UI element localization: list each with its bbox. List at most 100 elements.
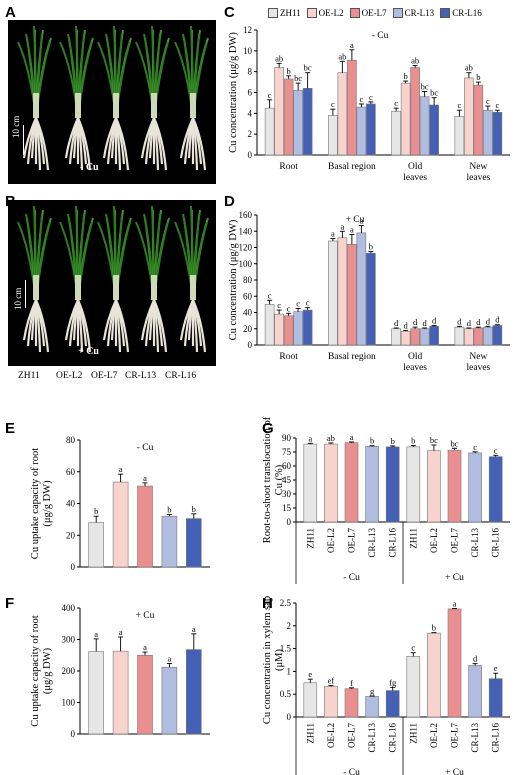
x-category-label: New (469, 162, 487, 172)
y-axis-label: Cu concentration (μg/g DW) (228, 32, 239, 153)
significance-letter: a (192, 624, 196, 634)
y-tick-label: 40 (66, 499, 76, 509)
x-category-label: leaves (467, 173, 491, 183)
chart-panel-g: 0 15 30 45 60 75 90 Root-to-shoot translocation… (262, 416, 510, 584)
bar (492, 111, 503, 156)
significance-letter: d (404, 320, 409, 330)
bar (429, 104, 439, 156)
x-category-label: CR-L16 (491, 723, 501, 753)
bar (447, 449, 462, 523)
bar (283, 78, 294, 156)
group-label: - Cu (343, 573, 360, 583)
x-category-label: ZH11 (408, 528, 418, 549)
bar (385, 446, 400, 523)
y-tick-label: 30 (282, 489, 292, 499)
significance-letter: d (394, 318, 399, 328)
rice-seedling (135, 25, 170, 171)
legend-label: CR-L16 (452, 8, 482, 18)
rice-root (191, 299, 207, 353)
significance-letter: d (457, 316, 462, 326)
significance-letter: c (369, 92, 373, 102)
bar (344, 442, 359, 523)
bar (406, 446, 421, 523)
y-tick-label: 0 (287, 517, 292, 527)
bar (464, 328, 474, 346)
bar (161, 666, 178, 735)
bar (454, 326, 465, 346)
y-axis-label: Cu (%) (274, 464, 285, 495)
bar (302, 88, 313, 156)
treatment-label: - Cu (80, 162, 99, 173)
y-tick-label: 0 (71, 729, 76, 739)
y-axis-label: Cu concentration in xylem sap (262, 596, 273, 724)
bar (447, 608, 462, 718)
y-tick-label: 60 (282, 461, 292, 471)
rice-stem (33, 275, 39, 300)
chart-legend: ZH11 OE-L2 OE-L7 CR-L13 CR-L16 (268, 8, 482, 18)
rice-seedling (59, 25, 94, 171)
rice-root (152, 299, 168, 353)
panel-letter-c: C (224, 4, 235, 21)
legend-swatch (306, 8, 317, 18)
y-tick-label: 90 (282, 433, 292, 443)
y-tick-label: 0 (248, 150, 253, 160)
y-tick-label: 300 (62, 635, 76, 645)
significance-letter: a (143, 473, 147, 483)
bar (419, 328, 430, 346)
rice-stem (190, 275, 196, 300)
y-tick-label: 4 (248, 108, 253, 118)
panel-letter-g: G (262, 420, 274, 437)
photo-panel-b: 10 cm + Cu (8, 200, 216, 366)
x-category-label: New (469, 352, 487, 362)
bar (112, 650, 129, 735)
significance-letter: b (476, 72, 480, 82)
y-tick-label: 0 (248, 340, 253, 350)
y-axis-label: Root-to-shoot translocation of (262, 416, 273, 543)
bar (186, 518, 202, 568)
bar (303, 682, 318, 718)
significance-letter: ab (411, 55, 419, 65)
rice-stem (75, 275, 81, 300)
photo-panel-a: 10 cm - Cu (8, 20, 216, 184)
significance-letter: a (143, 642, 147, 652)
panel-letter-a: A (5, 4, 16, 21)
bar (161, 515, 178, 568)
bar (483, 109, 493, 156)
significance-letter: ef (328, 676, 335, 686)
rice-seedling (97, 205, 132, 353)
legend-swatch (392, 8, 403, 18)
x-category-label: CR-L16 (491, 528, 501, 558)
significance-letter: b (192, 504, 196, 514)
x-category-label: Root (279, 352, 298, 362)
significance-letter: b (287, 66, 291, 76)
bar (400, 82, 411, 156)
x-category-label: OE-L7 (450, 723, 460, 748)
bar (186, 649, 202, 735)
significance-letter: d (495, 315, 500, 325)
x-category-label: leaves (403, 363, 427, 373)
legend-swatch (440, 8, 451, 18)
significance-letter: a (350, 225, 354, 235)
y-tick-label: 200 (62, 666, 76, 676)
x-category-label: CR-L13 (367, 528, 377, 558)
bar (400, 330, 411, 346)
bar (365, 446, 379, 523)
y-axis-label: (μg/g DW) (42, 647, 53, 694)
photo-caption: CR-L16 (165, 371, 197, 381)
bar (483, 326, 493, 346)
significance-letter: c (287, 303, 291, 313)
significance-letter: b (411, 435, 415, 445)
significance-letter: c (394, 98, 398, 108)
treatment-label: + Cu (136, 611, 155, 621)
bar (410, 328, 420, 346)
significance-letter: d (467, 318, 472, 328)
x-category-label: OE-L2 (429, 723, 439, 748)
x-category-label: CR-L16 (388, 528, 398, 558)
legend-label: ZH11 (280, 8, 301, 18)
significance-letter: a (350, 40, 354, 50)
y-tick-label: 20 (243, 324, 253, 334)
group-label: + Cu (445, 573, 464, 583)
rice-stem (151, 93, 157, 118)
legend-label: CR-L13 (404, 8, 435, 18)
